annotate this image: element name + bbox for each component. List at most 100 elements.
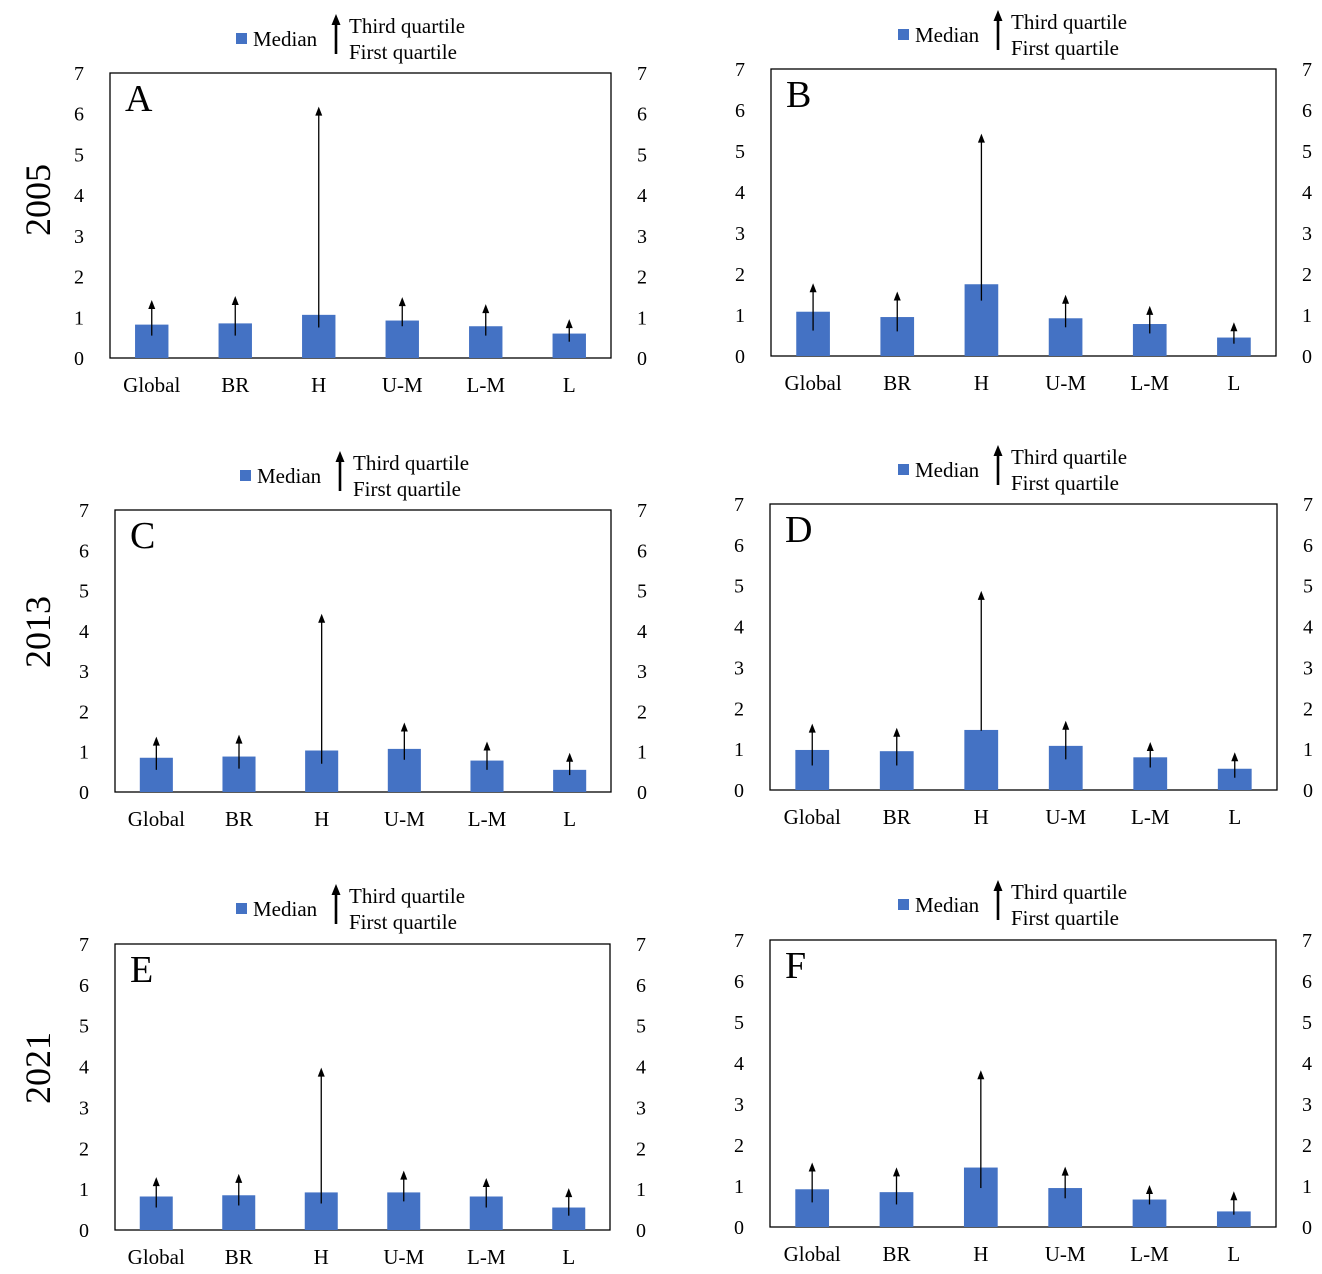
x-category-label: L-M [467,373,506,397]
y-tick-label-right: 3 [637,661,647,683]
y-tick-label-right: 0 [1302,1217,1312,1239]
legend-median-label: Median [257,464,322,488]
y-tick-label-left: 7 [735,59,745,81]
y-tick-label-right: 4 [1302,1053,1312,1075]
x-category-label: Global [128,807,185,831]
y-tick-label-right: 5 [636,1016,646,1038]
x-category-label: Global [784,805,841,829]
median-bar-l [552,1207,586,1230]
median-bar-u-m [385,320,419,358]
y-tick-label-right: 4 [1303,617,1313,639]
third-quartile-arrow-l [565,319,573,329]
panel-title: F [785,945,806,987]
y-tick-label-left: 3 [79,661,89,683]
y-tick-label-left: 2 [734,1135,744,1157]
y-tick-label-left: 5 [74,144,84,166]
y-tick-label-right: 7 [1302,59,1312,81]
y-tick-label-right: 7 [1303,494,1313,516]
legend-arrow-icon [331,884,341,895]
x-category-label: H [314,1245,329,1269]
y-tick-label-left: 0 [79,1220,89,1242]
y-tick-label-right: 6 [637,104,647,126]
y-tick-label-right: 3 [1303,657,1313,679]
third-quartile-arrow-h [977,133,985,143]
y-tick-label-right: 2 [1303,698,1313,720]
y-tick-label-left: 7 [79,934,89,956]
plot-frame [769,503,1278,791]
third-quartile-arrow-l-m [1146,305,1154,315]
third-quartile-arrow-l-m [1146,742,1154,752]
y-tick-label-right: 1 [637,742,647,764]
third-quartile-arrow-u-m [400,722,408,732]
legend-third-quartile-label: Third quartile [1011,445,1127,469]
median-bar-l [1217,768,1252,790]
y-tick-label-right: 4 [637,621,647,643]
y-tick-label-left: 2 [79,701,89,723]
third-quartile-arrow-br [893,291,901,301]
y-tick-label-right: 7 [1302,930,1312,952]
x-category-label: Global [128,1245,185,1269]
y-tick-label-left: 7 [79,500,89,522]
x-category-label: BR [225,1245,253,1269]
legend-third-quartile-label: Third quartile [349,884,465,908]
third-quartile-arrow-u-m [1061,1166,1069,1176]
y-tick-label-right: 2 [637,267,647,289]
x-category-label: U-M [384,807,425,831]
y-tick-label-right: 6 [1303,535,1313,557]
y-tick-label-left: 2 [74,267,84,289]
chart-panel-c: C 0 0 1 1 2 2 3 3 4 4 5 5 6 6 7 7 Global BR H U-M L-M L Median T… [79,451,647,831]
y-tick-label-right: 2 [636,1138,646,1160]
x-category-label: H [974,805,989,829]
y-tick-label-left: 5 [79,1016,89,1038]
y-tick-label-right: 7 [637,500,647,522]
x-category-label: U-M [1045,805,1086,829]
third-quartile-arrow-l [1231,752,1239,762]
third-quartile-arrow-global [152,736,160,746]
legend-arrow-icon [335,451,345,462]
third-quartile-arrow-h [977,1070,985,1080]
third-quartile-arrow-l [1230,322,1238,332]
third-quartile-arrow-l [566,752,574,762]
legend-median-swatch [236,33,247,44]
y-tick-label-left: 1 [79,1179,89,1201]
third-quartile-arrow-l-m [483,741,491,751]
y-tick-label-right: 3 [637,226,647,248]
third-quartile-arrow-u-m [1062,720,1070,730]
y-tick-label-right: 0 [1302,346,1312,368]
x-category-label: H [311,373,326,397]
x-category-label: Global [785,371,842,395]
third-quartile-arrow-l-m [1146,1185,1153,1195]
legend-third-quartile-label: Third quartile [353,451,469,475]
y-tick-label-left: 3 [734,1094,744,1116]
y-tick-label-left: 4 [74,185,84,207]
y-tick-label-right: 6 [1302,971,1312,993]
legend-third-quartile-label: Third quartile [1011,10,1127,34]
y-tick-label-right: 5 [1302,141,1312,163]
y-tick-label-right: 4 [637,185,647,207]
y-tick-label-left: 7 [74,63,84,85]
y-tick-label-left: 4 [734,1053,744,1075]
y-tick-label-left: 6 [79,540,89,562]
legend-median-swatch [898,29,909,40]
y-tick-label-left: 4 [79,621,89,643]
legend-first-quartile-label: First quartile [349,910,457,934]
chart-panel-a: A 0 0 1 1 2 2 3 3 4 4 5 5 6 6 7 7 Global BR H U-M L-M L Median T… [74,14,647,397]
x-category-label: L-M [1131,371,1170,395]
y-tick-label-left: 1 [735,305,745,327]
third-quartile-arrow-br [235,734,243,744]
year-label-2021: 2021 [18,1032,58,1104]
x-category-label: L-M [1131,805,1170,829]
panel-title: B [786,74,811,116]
median-bar-l [1217,337,1251,356]
x-category-label: Global [784,1242,841,1266]
y-tick-label-right: 1 [1303,739,1313,761]
x-category-label: BR [221,373,249,397]
panel-title: A [125,78,153,120]
legend-median-label: Median [253,897,318,921]
legend-median-swatch [236,903,247,914]
y-tick-label-left: 6 [734,535,744,557]
y-tick-label-left: 6 [79,975,89,997]
y-tick-label-right: 1 [1302,1176,1312,1198]
y-tick-label-left: 1 [74,307,84,329]
third-quartile-arrow-l [565,1188,573,1198]
